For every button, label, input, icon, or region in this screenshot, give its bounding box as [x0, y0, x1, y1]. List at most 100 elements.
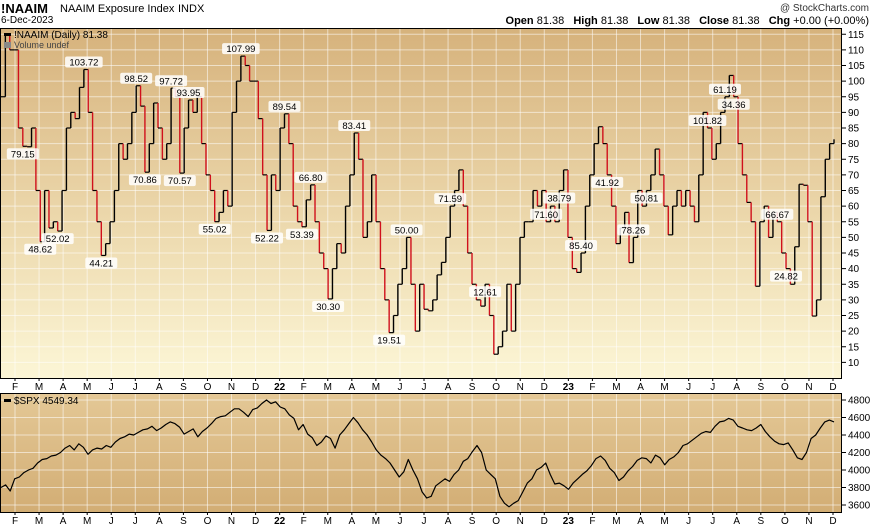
x-tick-label: S — [180, 382, 187, 393]
x-tick-label: A — [445, 516, 452, 527]
x-tick-label: M — [660, 516, 668, 527]
naaim-legend-volume: Volume undef — [14, 40, 70, 50]
x-tick-label: M — [612, 382, 620, 393]
low-label: Low — [637, 15, 660, 27]
data-label-box — [543, 192, 576, 204]
data-label-text: 101.82 — [693, 116, 722, 127]
x-tick-label: N — [228, 382, 235, 393]
y-tick-label: 4600 — [848, 413, 871, 424]
y-tick-label: 55 — [848, 217, 860, 228]
x-tick-label: N — [228, 516, 235, 527]
y-tick-label: 115 — [848, 30, 864, 41]
y-tick-label: 100 — [848, 77, 865, 88]
data-label-box — [6, 148, 39, 160]
naaim-legend: !NAAIM (Daily) 81.38 Volume undef — [4, 30, 108, 50]
data-label: 71.60 — [530, 208, 563, 221]
x-tick-label: M — [83, 516, 91, 527]
data-label-box — [708, 83, 741, 95]
x-tick-label: 23 — [563, 382, 575, 393]
ohlc-readout: Open 81.38 High 81.38 Low 81.38 Close 81… — [506, 15, 869, 27]
x-tick-label: O — [781, 382, 789, 393]
open-label: Open — [505, 15, 534, 27]
chart-header: !NAAIM NAAIM Exposure Index INDX 6-Dec-2… — [0, 0, 871, 28]
data-label-box — [717, 98, 750, 110]
data-label-text: 93.95 — [177, 88, 201, 99]
data-label-box — [294, 171, 327, 183]
x-tick-label: F — [589, 516, 595, 527]
data-label-text: 24.82 — [774, 272, 798, 283]
x-tick-label: F — [12, 382, 18, 393]
naaim-grid — [0, 28, 842, 378]
data-label: 61.19 — [708, 83, 741, 96]
naaim-panel-frame — [0, 28, 842, 379]
data-label: 38.79 — [543, 192, 576, 205]
data-label: 50.00 — [390, 224, 423, 236]
y-tick-label: 4400 — [848, 431, 871, 442]
y-tick-label: 95 — [848, 92, 860, 103]
y-tick-label: 15 — [848, 342, 860, 353]
data-label: 52.22 — [251, 232, 284, 244]
x-tick-label: S — [757, 382, 764, 393]
data-label-text: 44.21 — [89, 258, 113, 269]
x-tick-label: J — [422, 516, 427, 527]
x-tick-label: D — [541, 382, 548, 393]
watermark: @ StockCharts.com — [779, 3, 869, 14]
data-label-text: 41.92 — [595, 178, 619, 189]
x-tick-label: A — [348, 516, 355, 527]
x-tick-label: J — [397, 382, 402, 393]
data-label-box — [251, 232, 284, 244]
y-tick-label: 4000 — [848, 466, 871, 477]
spx-series-line — [0, 399, 835, 508]
x-tick-label: A — [348, 382, 355, 393]
y-tick-label: 35 — [848, 280, 860, 291]
x-tick-label: 23 — [563, 516, 575, 527]
data-label-box — [338, 119, 371, 131]
data-label-box — [373, 334, 406, 346]
y-tick-label: 3800 — [848, 483, 871, 494]
x-tick-label: F — [301, 516, 307, 527]
x-tick-label: O — [204, 382, 212, 393]
data-label: 71.59 — [434, 193, 467, 205]
x-tick-label: J — [397, 516, 402, 527]
data-label: 34.36 — [717, 98, 750, 111]
naaim-x-axis: F M A M J J A S O N D 22 F M A M J J A S O N D 23 F M A M J J A S O N D — [12, 378, 837, 393]
y-tick-label: 25 — [848, 311, 860, 322]
legend-line-swatch — [4, 33, 11, 36]
x-tick-label: 22 — [274, 516, 286, 527]
x-tick-label: 22 — [274, 382, 286, 393]
y-tick-label: 40 — [848, 264, 860, 275]
x-tick-label: M — [324, 382, 332, 393]
y-tick-label: 90 — [848, 108, 860, 119]
data-label-box — [469, 286, 502, 298]
y-tick-label: 50 — [848, 233, 860, 244]
x-tick-label: J — [133, 382, 138, 393]
y-tick-label: 65 — [848, 186, 860, 197]
data-label: 70.57 — [163, 175, 196, 187]
data-label-box — [268, 100, 301, 112]
close-label: Close — [699, 15, 730, 27]
data-label-box — [163, 175, 196, 187]
x-tick-label: S — [757, 516, 764, 527]
data-label-box — [565, 240, 598, 251]
x-tick-label: A — [445, 382, 452, 393]
data-label: 97.72 — [155, 75, 188, 87]
chart-date: 6-Dec-2023 — [1, 15, 54, 26]
data-label: 55.02 — [198, 223, 231, 236]
chg-label: Chg — [768, 15, 791, 27]
y-tick-label: 4200 — [848, 448, 871, 459]
x-tick-label: N — [805, 516, 812, 527]
x-tick-label: J — [686, 382, 691, 393]
data-label-text: 85.40 — [569, 241, 593, 252]
x-tick-label: M — [660, 382, 668, 393]
data-label-text: 19.51 — [377, 336, 401, 347]
data-label-box — [761, 208, 794, 220]
data-label: 30.30 — [312, 300, 345, 313]
data-label-text: 34.36 — [722, 100, 746, 111]
x-tick-label: A — [156, 516, 163, 527]
exchange-label: INDX — [178, 3, 205, 15]
x-tick-label: O — [781, 516, 789, 527]
x-tick-label: S — [469, 516, 476, 527]
data-label: 12.61 — [469, 286, 502, 298]
